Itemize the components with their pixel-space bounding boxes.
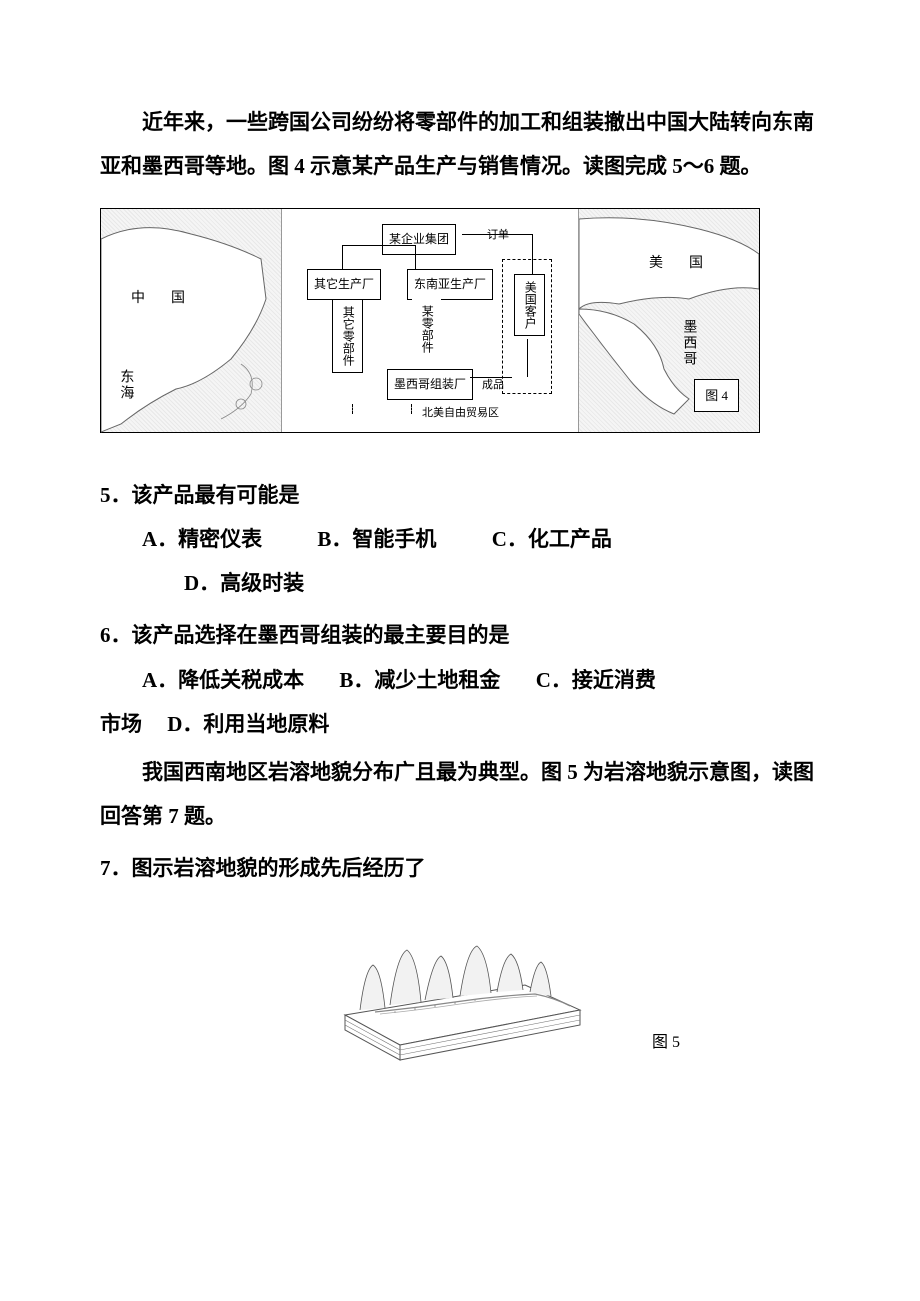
q5-opt-a: A．精密仪表 xyxy=(142,517,262,561)
q6-options-line2: 市场 D．利用当地原料 xyxy=(100,702,820,746)
q5-opt-c: C．化工产品 xyxy=(492,517,612,561)
label-mexico: 墨西哥 xyxy=(674,319,703,367)
label-china: 中 国 xyxy=(131,284,191,313)
question-5: 5．该产品最有可能是 A．精密仪表 B．智能手机 C．化工产品 D．高级时装 xyxy=(100,473,820,605)
q5-opt-b: B．智能手机 xyxy=(317,517,436,561)
map-china: 中 国 东海 xyxy=(101,209,281,432)
intro-paragraph-2: 我国西南地区岩溶地貌分布广且最为典型。图 5 为岩溶地貌示意图，读图回答第 7 … xyxy=(100,750,820,838)
map-usa-mexico: 美 国 墨西哥 图 4 xyxy=(579,209,759,432)
flow-diagram: 某企业集团 订单 其它生产厂 东南亚生产厂 其它零部件 某零部件 美国客户 墨西… xyxy=(281,209,579,432)
node-enterprise: 某企业集团 xyxy=(382,224,456,255)
q5-stem: 5．该产品最有可能是 xyxy=(100,473,820,517)
question-7: 7．图示岩溶地貌的形成先后经历了 xyxy=(100,846,820,890)
node-other-parts: 其它零部件 xyxy=(332,299,363,373)
label-order: 订单 xyxy=(487,224,509,247)
label-nafta: 北美自由贸易区 xyxy=(422,402,499,425)
q7-stem: 7．图示岩溶地貌的形成先后经历了 xyxy=(100,846,820,890)
figure-5-container: 图 5 xyxy=(100,900,820,1085)
q6-stem: 6．该产品选择在墨西哥组装的最主要目的是 xyxy=(100,613,820,657)
node-mexico-assembly: 墨西哥组装厂 xyxy=(387,369,473,400)
q6-options-line1: A．降低关税成本 B．减少土地租金 C．接近消费 xyxy=(100,658,820,702)
q5-options: A．精密仪表 B．智能手机 C．化工产品 xyxy=(100,517,820,561)
label-usa: 美 国 xyxy=(649,249,709,278)
question-6: 6．该产品选择在墨西哥组装的最主要目的是 A．降低关税成本 B．减少土地租金 C… xyxy=(100,613,820,745)
figure-4-label: 图 4 xyxy=(694,379,739,412)
intro-paragraph-1: 近年来，一些跨国公司纷纷将零部件的加工和组装撤出中国大陆转向东南亚和墨西哥等地。… xyxy=(100,100,820,188)
q6-opt-a: A．降低关税成本 xyxy=(142,658,304,702)
q6-opt-c-prefix: C．接近消费 xyxy=(536,668,656,692)
figure-5-caption: 图 5 xyxy=(652,1026,680,1060)
q5-opt-d-row: D．高级时装 xyxy=(100,561,820,605)
figure-4: 中 国 东海 某企业集团 订单 其它生产厂 东南亚生产厂 其它零部件 某零部件 … xyxy=(100,208,760,433)
node-some-parts: 某零部件 xyxy=(412,299,441,359)
q5-opt-d: D．高级时装 xyxy=(184,571,304,595)
q6-opt-b: B．减少土地租金 xyxy=(339,658,500,702)
node-sea-factory: 东南亚生产厂 xyxy=(407,269,493,300)
figure-4-container: 中 国 东海 某企业集团 订单 其它生产厂 东南亚生产厂 其它零部件 某零部件 … xyxy=(100,208,820,433)
figure-5 xyxy=(325,900,595,1065)
node-us-customer: 美国客户 xyxy=(514,274,545,336)
q6-opt-c-suffix: 市场 xyxy=(100,712,142,736)
node-other-factory: 其它生产厂 xyxy=(307,269,381,300)
q6-opt-d: D．利用当地原料 xyxy=(167,712,329,736)
label-east-sea: 东海 xyxy=(111,369,140,401)
